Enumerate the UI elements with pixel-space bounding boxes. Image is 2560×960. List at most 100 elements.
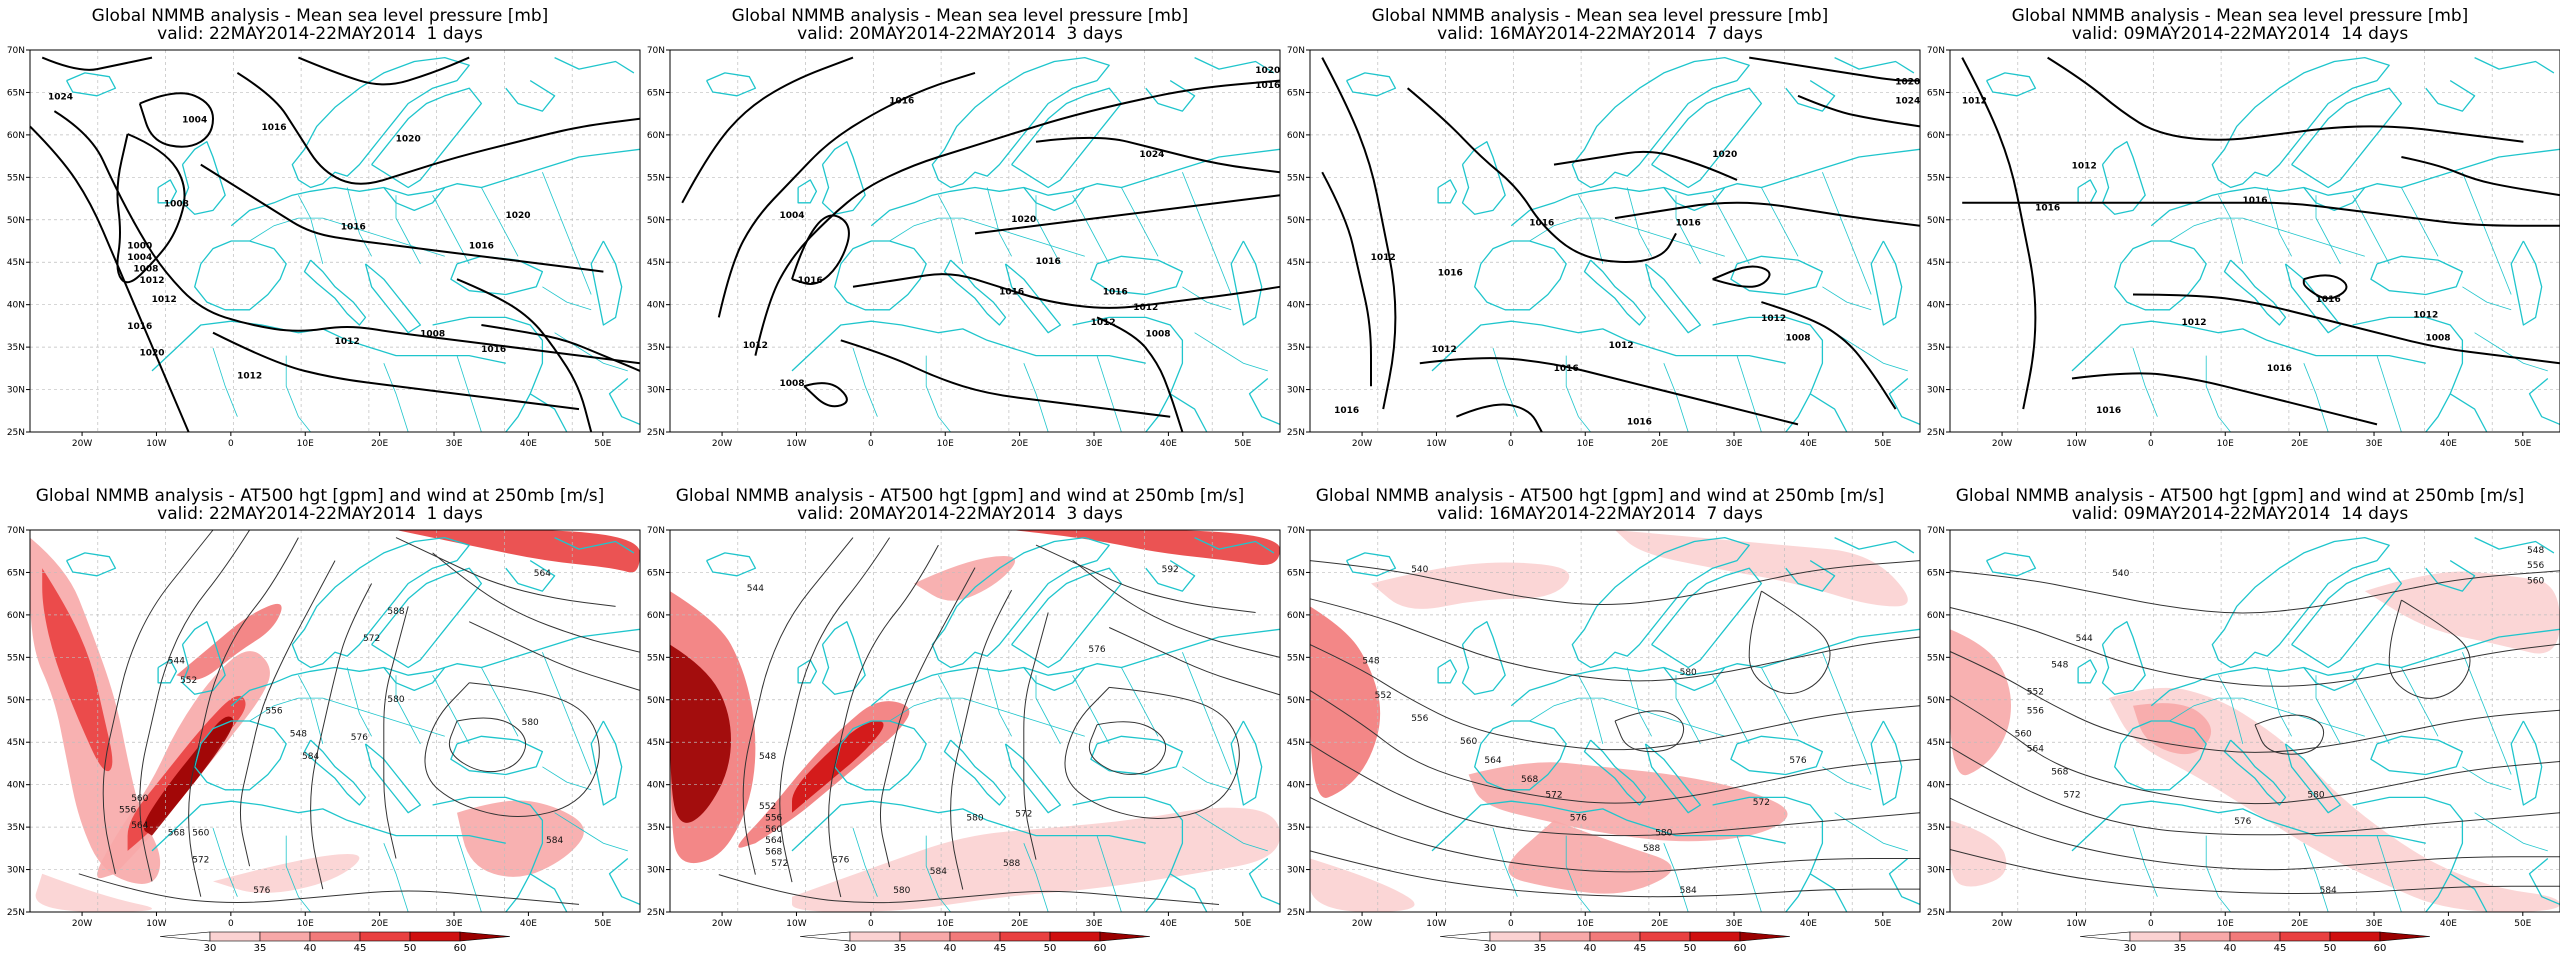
coastline — [1663, 187, 1726, 212]
coastline — [1571, 536, 1750, 669]
colorbar-tick-label: 35 — [2174, 943, 2187, 954]
height-label: 544 — [168, 657, 185, 667]
height-label: 560 — [2015, 729, 2032, 739]
country-border — [1761, 667, 1799, 737]
coastline — [529, 393, 568, 433]
lon-tick-label: 10W — [146, 439, 166, 449]
height-contour — [139, 529, 251, 882]
isobar-label: 1012 — [335, 337, 360, 347]
axis-ticks: 70N 65N 60N 55N 50N 45N 40N 35N 30N 25N 20W 10W 0 10E… — [1927, 526, 2532, 929]
coastline — [2071, 800, 2426, 852]
country-border — [1072, 195, 1110, 265]
plot-frame — [669, 49, 1281, 433]
country-border — [542, 172, 592, 295]
lat-tick-label: 60N — [1287, 611, 1305, 621]
lat-tick-label: 35N — [647, 823, 665, 833]
panel-subtitle: valid: 20MAY2014-22MAY2014 3 days — [797, 504, 1123, 524]
height-label: 552 — [2027, 687, 2044, 697]
isobar-label: 1008 — [164, 200, 189, 210]
height-label: 576 — [2234, 817, 2251, 827]
lat-tick-label: 40N — [647, 301, 665, 311]
height-label: 580 — [387, 695, 404, 705]
height-contour — [383, 606, 409, 859]
country-border — [1182, 172, 1232, 295]
plot-frame — [1309, 529, 1921, 913]
coastline — [1583, 259, 1647, 326]
isobar — [298, 56, 470, 86]
lon-tick-label: 20E — [2291, 439, 2308, 449]
panel-subtitle: valid: 16MAY2014-22MAY2014 7 days — [1437, 504, 1763, 524]
country-border — [1182, 652, 1232, 775]
height-label: 552 — [759, 802, 776, 812]
isobar — [2047, 56, 2524, 143]
country-border — [1121, 187, 1159, 257]
plot-frame — [669, 529, 1281, 913]
isobar-label: 1008 — [1785, 333, 1810, 343]
wind-speed-area — [1950, 820, 2007, 887]
lon-tick-label: 20E — [1011, 919, 1028, 929]
gridlines — [670, 530, 1280, 912]
country-border — [2218, 675, 2244, 745]
wind-speed-area — [792, 721, 884, 813]
coastline — [2150, 148, 2560, 227]
coastline — [194, 720, 287, 791]
coastline — [364, 743, 422, 814]
lon-tick-label: 50E — [1874, 919, 1891, 929]
colorbar-tick-label: 50 — [2324, 943, 2337, 954]
lon-tick-label: 0 — [2148, 919, 2154, 929]
lat-tick-label: 60N — [1927, 131, 1945, 141]
coastline — [2150, 628, 2560, 707]
lon-tick-label: 10E — [1577, 439, 1594, 449]
lon-tick-label: 20W — [72, 439, 92, 449]
coastline — [1090, 735, 1184, 776]
coastline — [230, 628, 641, 707]
coastline — [2101, 141, 2146, 215]
lon-tick-label: 10E — [937, 439, 954, 449]
isobar — [2132, 293, 2560, 365]
colorbar-tick-label: 40 — [1584, 943, 1597, 954]
isobar-label: 1016 — [1103, 287, 1128, 297]
height-label: 548 — [2527, 546, 2544, 556]
country-border — [456, 355, 482, 433]
isobar — [1321, 171, 1372, 387]
height-label: 548 — [290, 729, 307, 739]
isobar-label: 1016 — [2096, 406, 2121, 416]
country-border — [298, 675, 324, 745]
isobar — [53, 110, 641, 365]
lon-tick-label: 50E — [1234, 439, 1251, 449]
coastline — [821, 621, 866, 695]
lon-tick-label: 10W — [786, 919, 806, 929]
height-contour — [102, 529, 214, 874]
coastline — [1651, 567, 1763, 669]
wind-speed-area — [670, 644, 731, 823]
colorbar-swatch — [1099, 931, 1151, 942]
isobar-label: 1012 — [237, 372, 262, 382]
isobar — [41, 56, 153, 71]
colorbar: 30 35 40 45 50 60 — [2079, 931, 2431, 954]
axis-ticks: 70N 65N 60N 55N 50N 45N 40N 35N 30N 25N 20W 10W 0 10E… — [1287, 46, 1892, 449]
colorbar-tick-label: 30 — [2124, 943, 2137, 954]
country-border — [2352, 675, 2390, 745]
coastline — [1169, 873, 1208, 913]
coastline — [66, 552, 117, 577]
coastline — [1870, 240, 1903, 326]
height-contour — [1088, 721, 1167, 775]
height-label: 592 — [1162, 565, 1179, 575]
isobar — [791, 214, 850, 285]
country-border — [1578, 195, 1604, 265]
isobar — [1761, 301, 1897, 410]
country-border — [2462, 766, 2512, 791]
country-border — [212, 827, 238, 897]
lat-tick-label: 30N — [7, 866, 25, 876]
country-border — [2401, 187, 2439, 257]
panel-subtitle: valid: 22MAY2014-22MAY2014 1 days — [157, 24, 483, 44]
colorbar-swatch — [1689, 931, 1741, 942]
country-border — [285, 355, 311, 433]
height-label: 584 — [930, 867, 947, 877]
map-panel-0-2: 1012 1012 1016 1016 1012 1016 1012 1008 1016 1020… — [1287, 46, 1921, 449]
coastline — [2303, 187, 2366, 212]
lat-tick-label: 70N — [1287, 526, 1305, 536]
colorbar-tick-label: 60 — [1734, 943, 1747, 954]
coastline — [1644, 263, 1702, 334]
